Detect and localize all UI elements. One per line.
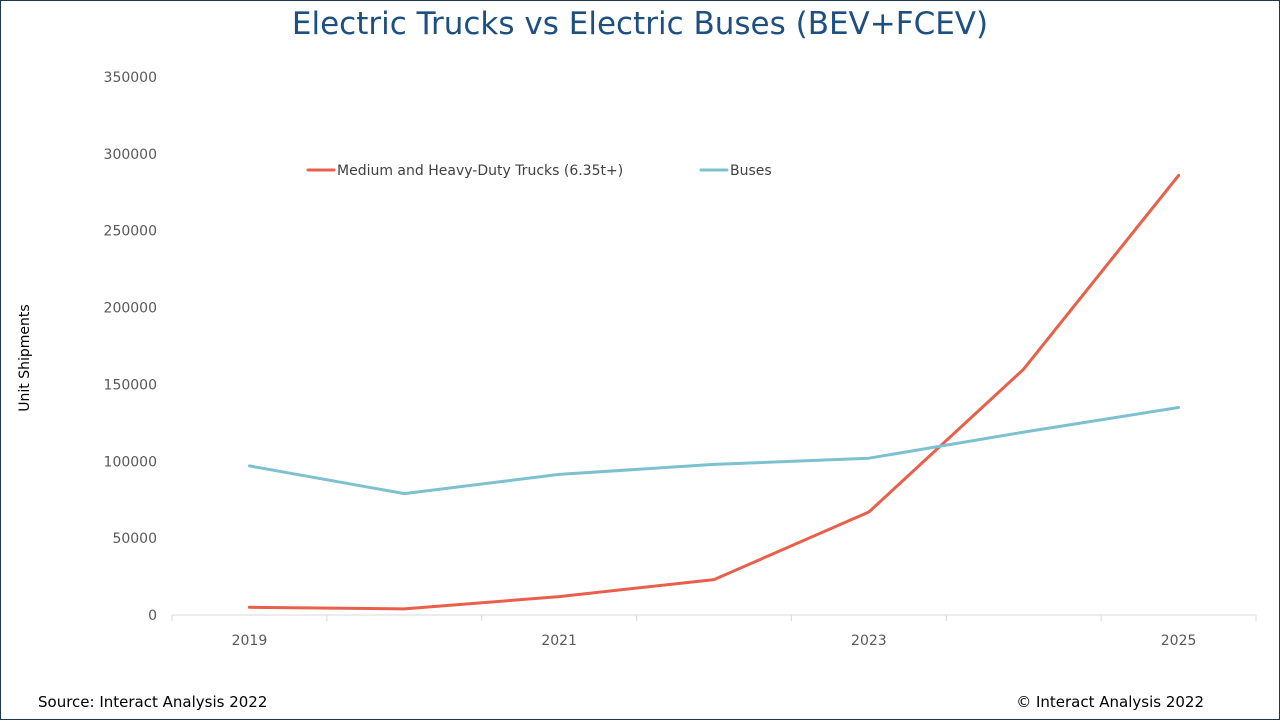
- y-axis-label: Unit Shipments: [17, 304, 33, 411]
- y-tick-label: 50000: [112, 531, 157, 547]
- chart-legend: Medium and Heavy-Duty Trucks (6.35t+) Bus…: [306, 163, 772, 179]
- legend-label-2: Buses: [730, 163, 772, 179]
- y-tick-label: 100000: [104, 454, 157, 470]
- source-note: Source: Interact Analysis 2022: [38, 693, 268, 711]
- y-tick-label: 150000: [104, 377, 157, 393]
- copyright-note: © Interact Analysis 2022: [1016, 693, 1204, 711]
- series-line-1: [247, 173, 1181, 611]
- x-tick-label: 2025: [1161, 633, 1197, 649]
- y-tick-label: 350000: [104, 70, 157, 86]
- x-tick-label: 2023: [851, 633, 887, 649]
- chart-title: Electric Trucks vs Electric Buses (BEV+F…: [291, 6, 989, 42]
- y-tick-label: 0: [148, 608, 157, 624]
- chart-axes: [171, 614, 1257, 621]
- series-line-2: [247, 406, 1181, 496]
- chart-ticks: 0 50000 100000 150000 200000 250000 300000 3500…: [104, 70, 1197, 649]
- chart-series: [247, 173, 1181, 611]
- legend-label-1: Medium and Heavy-Duty Trucks (6.35t+): [337, 163, 623, 179]
- y-tick-label: 300000: [104, 147, 157, 163]
- y-tick-label: 250000: [104, 224, 157, 240]
- x-tick-label: 2021: [541, 633, 577, 649]
- y-tick-label: 200000: [104, 301, 157, 317]
- x-tick-label: 2019: [232, 633, 268, 649]
